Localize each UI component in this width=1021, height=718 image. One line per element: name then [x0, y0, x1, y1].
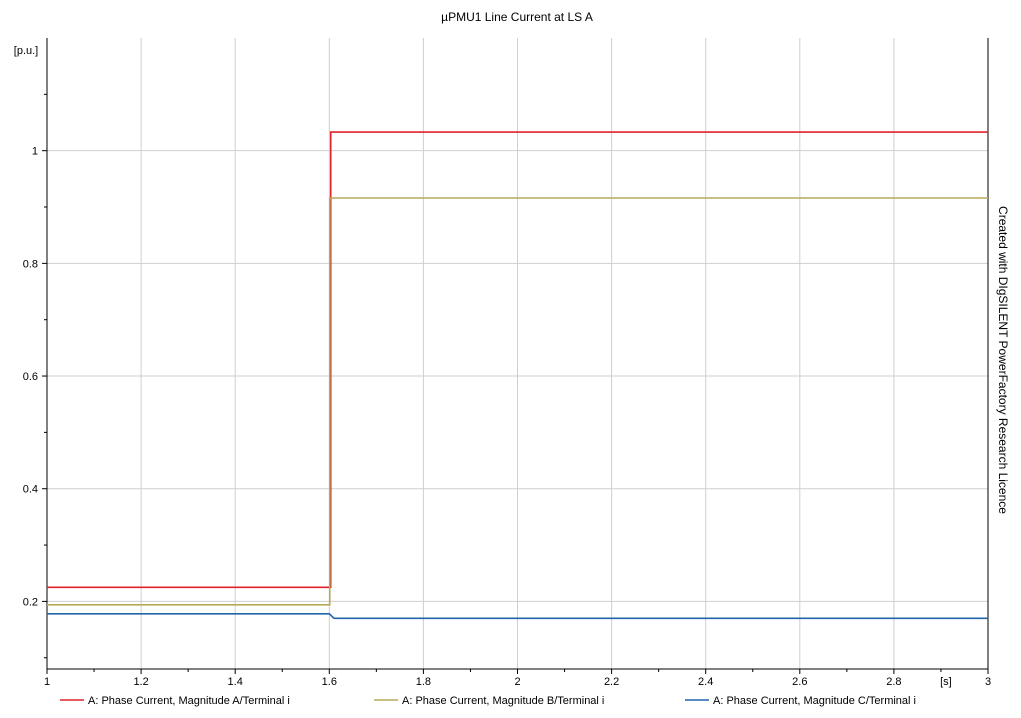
legend-label-2: A: Phase Current, Magnitude B/Terminal i [402, 695, 604, 707]
series-line-1 [47, 131, 988, 589]
y-axis-label: [p.u.] [14, 45, 38, 57]
chart-title: µPMU1 Line Current at LS A [441, 10, 593, 24]
x-tick-label: 1 [44, 676, 50, 688]
x-tick-label: 2.6 [792, 676, 807, 688]
x-axis-label: [s] [940, 676, 952, 688]
x-tick-label: 2 [514, 676, 520, 688]
y-tick-label: 0.2 [23, 596, 38, 608]
legend-label-1: A: Phase Current, Magnitude A/Terminal i [88, 695, 290, 707]
x-tick-label: 2.8 [886, 676, 901, 688]
x-tick-label: 2.2 [604, 676, 619, 688]
series-lines [47, 131, 988, 620]
x-tick-label: 1.6 [322, 676, 337, 688]
legend: A: Phase Current, Magnitude A/Terminal i… [60, 695, 916, 707]
y-tick-label: 1 [32, 146, 38, 158]
x-tick-label: 1.4 [228, 676, 243, 688]
series-line-3 [47, 612, 988, 620]
axes: 1 1.2 1.4 1.6 1.8 2 2.2 2.4 2.6 2.8 3 [s] 0.2 0.4 0.6 0… [23, 38, 991, 688]
y-tick-label: 0.8 [23, 258, 38, 270]
y-tick-label: 0.6 [23, 371, 38, 383]
y-tick-label: 0.4 [23, 484, 38, 496]
x-tick-label: 2.4 [698, 676, 713, 688]
series-line-2 [47, 197, 988, 606]
x-tick-label: 3 [985, 676, 991, 688]
legend-label-3: A: Phase Current, Magnitude C/Terminal i [713, 695, 916, 707]
x-tick-label: 1.8 [416, 676, 431, 688]
watermark-text: Created with DIgSILENT PowerFactory Rese… [996, 206, 1010, 514]
x-tick-label: 1.2 [133, 676, 148, 688]
grid [47, 38, 988, 669]
